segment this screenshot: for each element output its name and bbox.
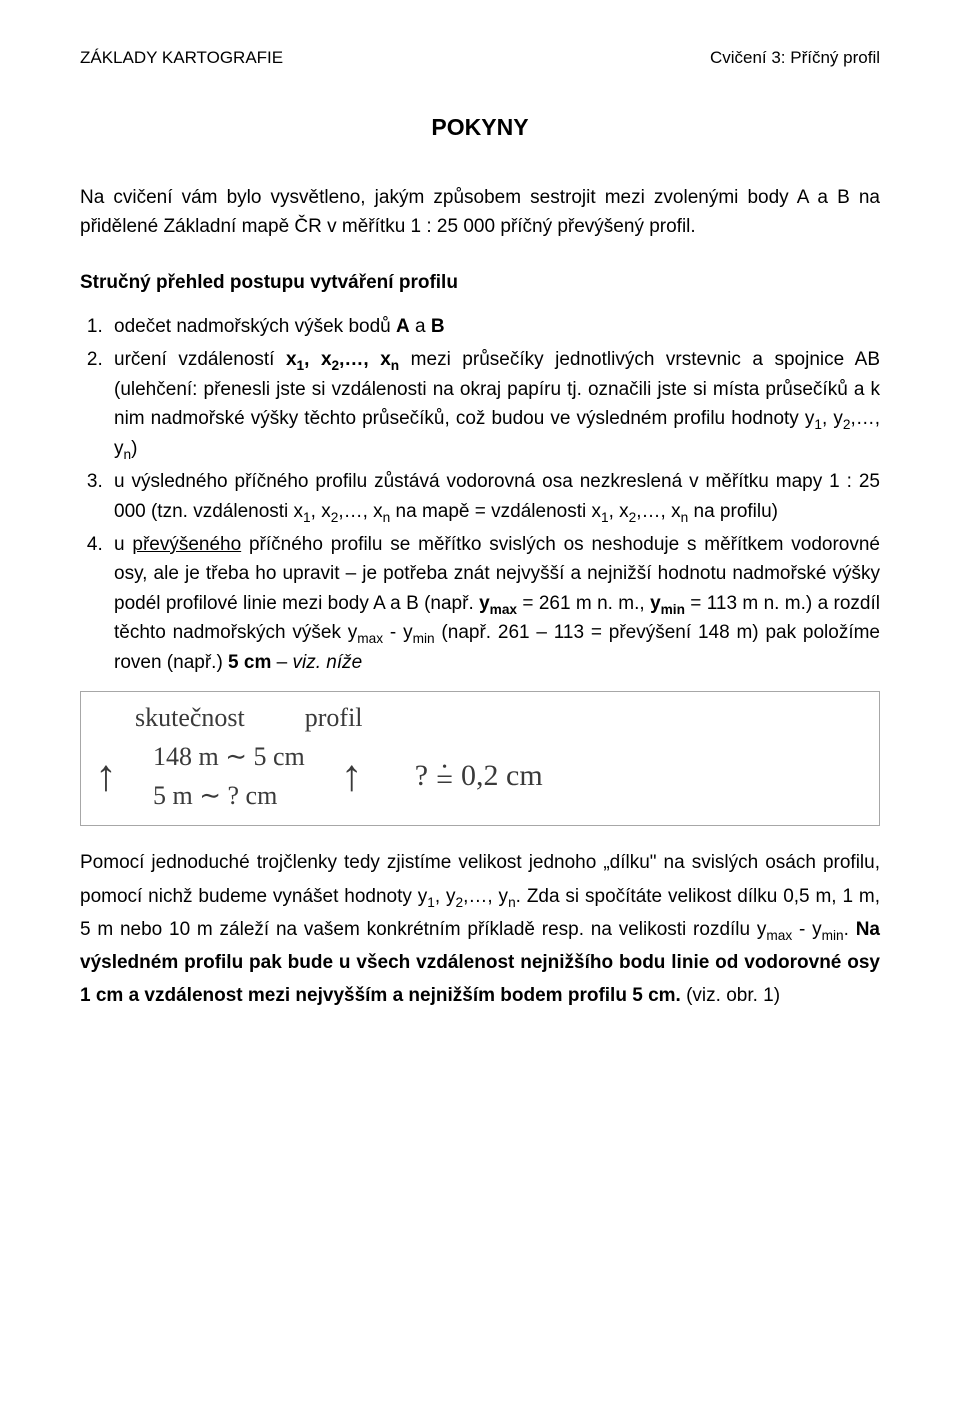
- hw-eq-result: 0,2 cm: [461, 756, 543, 797]
- header-left: ZÁKLADY KARTOGRAFIE: [80, 48, 283, 68]
- step2-xn-sub: n: [391, 358, 399, 373]
- section-subhead: Stručný přehled postupu vytváření profil…: [80, 272, 880, 294]
- up-arrow-left-icon: ↑: [95, 754, 117, 798]
- after-text-f: .: [844, 919, 856, 940]
- step4-text-c: = 261 m n. m.,: [517, 593, 650, 614]
- step2-comma1: ,: [304, 349, 321, 370]
- step3-text-f: ,…, x: [636, 501, 680, 522]
- step-4: u převýšeného příčného profilu se měřítk…: [108, 530, 880, 677]
- step2-yn-sub: n: [124, 446, 132, 461]
- after-text-g: (viz. obr. 1): [681, 985, 780, 1006]
- step4-sub-min2: min: [413, 631, 435, 646]
- hw-label-skutecnost: skutečnost: [135, 700, 245, 735]
- after-text-b: , y: [435, 886, 456, 907]
- handwriting-box: skutečnost profil ↑ 148 m ∼ 5 cm 5 m ∼ ?…: [80, 691, 880, 826]
- step4-ymin-y: y: [650, 593, 661, 614]
- closing-paragraph: Pomocí jednoduché trojčlenky tedy zjistí…: [80, 846, 880, 1012]
- step2-x1-x: x: [286, 349, 297, 370]
- step2-x2-x: x: [321, 349, 332, 370]
- after-text-c: ,…, y: [463, 886, 508, 907]
- step3-sub1: 1: [303, 509, 311, 524]
- step4-ymax-y: y: [479, 593, 490, 614]
- step3-sub1b: 1: [601, 509, 609, 524]
- step4-5cm: 5 cm: [228, 652, 271, 673]
- step2-x1-sub: 1: [297, 358, 305, 373]
- step2-xn-x: ,…, x: [339, 349, 391, 370]
- step1-B: B: [431, 316, 445, 337]
- hw-main-row: ↑ 148 m ∼ 5 cm 5 m ∼ ? cm ↑ ? •= 0,2 cm: [95, 739, 865, 813]
- page-header: ZÁKLADY KARTOGRAFIE Cvičení 3: Příčný pr…: [80, 48, 880, 68]
- after-sub1: 1: [427, 894, 435, 909]
- hw-line-1: 148 m ∼ 5 cm: [153, 739, 305, 774]
- after-submax: max: [766, 928, 792, 943]
- after-text-e: - y: [792, 919, 821, 940]
- approx-equal-icon: •=: [436, 764, 453, 788]
- step2-text-i: ): [131, 438, 137, 459]
- hw-label-profil: profil: [305, 700, 363, 735]
- hw-column: 148 m ∼ 5 cm 5 m ∼ ? cm: [153, 739, 305, 813]
- after-submin: min: [822, 928, 844, 943]
- step3-text-g: na profilu): [688, 501, 778, 522]
- step2-x2-sub: 2: [332, 358, 340, 373]
- step4-ymax-sub: max: [490, 602, 517, 617]
- hw-labels: skutečnost profil: [135, 700, 865, 735]
- step2-y1-sub: 1: [814, 417, 822, 432]
- step2-x2: x2: [321, 349, 339, 370]
- page: ZÁKLADY KARTOGRAFIE Cvičení 3: Příčný pr…: [0, 0, 960, 1428]
- step4-text-g: –: [271, 652, 292, 673]
- step2-xn: ,…, xn: [339, 349, 399, 370]
- step1-text-c: a: [410, 316, 431, 337]
- step1-A: A: [396, 316, 410, 337]
- step4-text-e: - y: [383, 622, 412, 643]
- step4-sub-max2: max: [357, 631, 383, 646]
- hw-equation: ? •= 0,2 cm: [415, 756, 543, 797]
- steps-list: odečet nadmořských výšek bodů A a B urče…: [80, 312, 880, 677]
- step2-y2: , y: [822, 408, 843, 429]
- up-arrow-right-icon: ↑: [341, 754, 363, 798]
- step-1: odečet nadmořských výšek bodů A a B: [108, 312, 880, 341]
- step4-ymax: ymax: [479, 593, 517, 614]
- step3-text-d: na mapě = vzdálenosti x: [390, 501, 601, 522]
- hw-line-2: 5 m ∼ ? cm: [153, 778, 305, 813]
- step4-ymin: ymin: [650, 593, 685, 614]
- step2-x1: x1: [286, 349, 304, 370]
- step-2: určení vzdáleností x1, x2,…, xn mezi prů…: [108, 345, 880, 463]
- step4-ymin-sub: min: [661, 602, 685, 617]
- step4-underlined: převýšeného: [132, 534, 241, 555]
- page-title: POKYNY: [80, 114, 880, 141]
- header-right: Cvičení 3: Příčný profil: [710, 48, 880, 68]
- step3-text-c: ,…, x: [338, 501, 382, 522]
- after-subn: n: [508, 894, 516, 909]
- step1-text-a: odečet nadmořských výšek bodů: [114, 316, 396, 337]
- step3-text-e: , x: [609, 501, 629, 522]
- step4-viz: viz. níže: [292, 652, 362, 673]
- step4-text-a: u: [114, 534, 132, 555]
- step3-text-b: , x: [311, 501, 331, 522]
- hw-eq-q: ?: [415, 756, 428, 797]
- step-3: u výsledného příčného profilu zůstává vo…: [108, 467, 880, 526]
- step2-text-a: určení vzdáleností: [114, 349, 286, 370]
- after-sub2: 2: [456, 894, 464, 909]
- intro-paragraph: Na cvičení vám bylo vysvětleno, jakým zp…: [80, 183, 880, 242]
